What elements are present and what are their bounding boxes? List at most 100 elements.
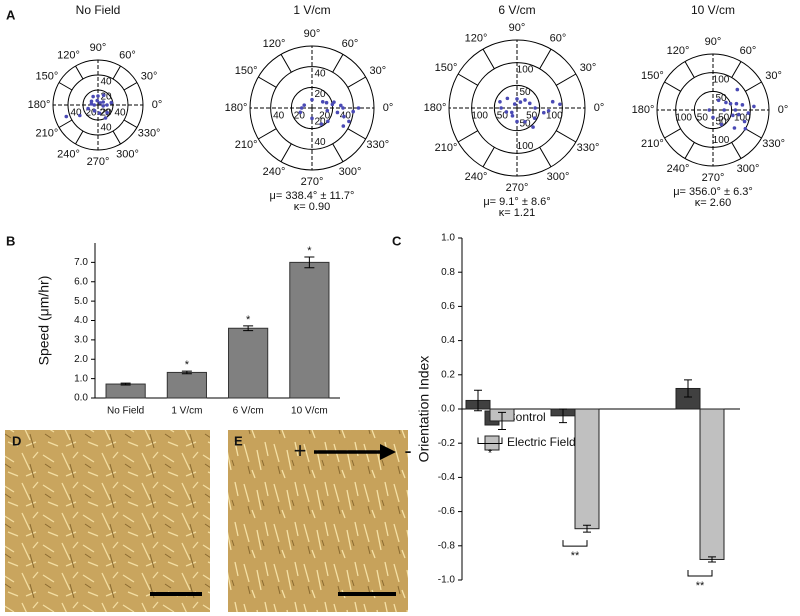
point: [325, 108, 330, 113]
point: [109, 100, 114, 105]
r-tick-label: 20: [314, 89, 326, 100]
theta-tick-label: 60°: [550, 33, 567, 45]
statistic: κ= 0.90: [294, 201, 330, 213]
point: [736, 112, 741, 117]
r-tick-label: 100: [517, 141, 534, 152]
r-tick-label: 40: [114, 108, 126, 119]
panel-label: C: [392, 233, 402, 248]
error-bar: [708, 556, 716, 563]
theta-tick-label: 270°: [702, 172, 725, 184]
y-tick-label: 4.0: [74, 315, 88, 326]
polar-spoke: [347, 128, 366, 140]
point: [298, 110, 303, 115]
point: [505, 96, 510, 101]
y-tick-label: -0.4: [438, 472, 456, 483]
point: [722, 108, 726, 112]
polar-spoke: [745, 81, 762, 92]
polar-spoke: [556, 130, 577, 143]
theta-tick-label: 90°: [705, 36, 722, 48]
point: [335, 110, 340, 115]
theta-tick-label: 240°: [57, 148, 80, 160]
point: [342, 114, 346, 119]
x-tick-label: 1 V/cm: [171, 406, 202, 417]
point: [86, 106, 90, 111]
error-bar: [684, 379, 692, 398]
point: [734, 101, 739, 106]
r-tick-label: 50: [715, 93, 727, 104]
theta-tick-label: 180°: [424, 102, 447, 114]
bar: [228, 327, 269, 399]
significance: *: [307, 245, 312, 257]
point: [324, 100, 329, 105]
polar-spoke: [258, 128, 277, 140]
polar-spoke: [482, 147, 495, 168]
point: [512, 102, 517, 106]
y-tick-label: -0.2: [438, 438, 456, 449]
polar-spoke: [75, 65, 84, 80]
point: [724, 100, 728, 105]
y-tick-label: 0.4: [441, 335, 455, 346]
point: [719, 122, 724, 127]
panel-label: E: [234, 433, 243, 448]
theta-tick-label: 120°: [667, 45, 690, 57]
point: [728, 101, 733, 106]
polar-spoke: [539, 48, 552, 69]
x-tick-label: 10 V/cm: [291, 406, 328, 417]
theta-tick-label: 60°: [342, 38, 359, 50]
r-tick-label: 50: [526, 111, 538, 122]
r-tick-label: 100: [546, 111, 563, 122]
error-bar: [181, 370, 192, 375]
statistic: μ= 338.4° ± 11.7°: [270, 190, 355, 202]
statistic: κ= 2.60: [695, 197, 731, 209]
theta-tick-label: 180°: [632, 104, 655, 116]
y-tick-label: 0.6: [441, 301, 455, 312]
theta-tick-label: 270°: [301, 176, 324, 188]
point: [339, 103, 343, 108]
point: [89, 99, 94, 104]
point: [541, 110, 546, 115]
polar-spoke: [58, 82, 73, 91]
r-tick-label: 50: [718, 113, 730, 124]
point: [523, 98, 527, 102]
point: [97, 111, 102, 115]
polar-spoke: [457, 73, 478, 86]
point: [319, 122, 324, 126]
point: [740, 103, 745, 107]
theta-tick-label: 210°: [235, 139, 258, 151]
y-tick-label: 1.0: [74, 373, 88, 384]
y-tick-label: 5.0: [74, 296, 88, 307]
y-tick-label: -0.6: [438, 506, 456, 517]
point: [558, 102, 562, 107]
field-arrow-head: [380, 444, 396, 460]
point: [341, 124, 346, 128]
theta-tick-label: 120°: [465, 33, 488, 45]
theta-tick-label: 330°: [138, 127, 161, 139]
polar-spoke: [539, 147, 552, 168]
polar-title: 1 V/cm: [293, 3, 330, 17]
y-tick-label: -1.0: [438, 575, 456, 586]
theta-tick-label: 90°: [509, 22, 526, 34]
r-tick-label: 20: [100, 92, 112, 103]
r-tick-label: 50: [697, 113, 709, 124]
point: [546, 108, 551, 113]
bar: [699, 408, 725, 560]
theta-tick-label: 0°: [594, 102, 605, 114]
polar-spoke: [112, 130, 121, 145]
r-tick-label: 100: [517, 64, 534, 75]
theta-tick-label: 30°: [765, 70, 782, 82]
point: [498, 99, 502, 104]
statistic: μ= 9.1° ± 8.6°: [483, 196, 550, 208]
point: [733, 108, 738, 112]
point: [299, 106, 304, 110]
r-tick-label: 20: [314, 116, 326, 127]
polar-spoke: [684, 61, 695, 78]
point: [743, 126, 748, 131]
error-bar: [120, 382, 131, 386]
error-bar: [498, 411, 506, 431]
point: [310, 97, 314, 102]
polar-ring: [493, 84, 541, 132]
polar-spoke: [280, 54, 292, 73]
polar-title: 6 V/cm: [498, 3, 535, 17]
point: [532, 116, 537, 120]
